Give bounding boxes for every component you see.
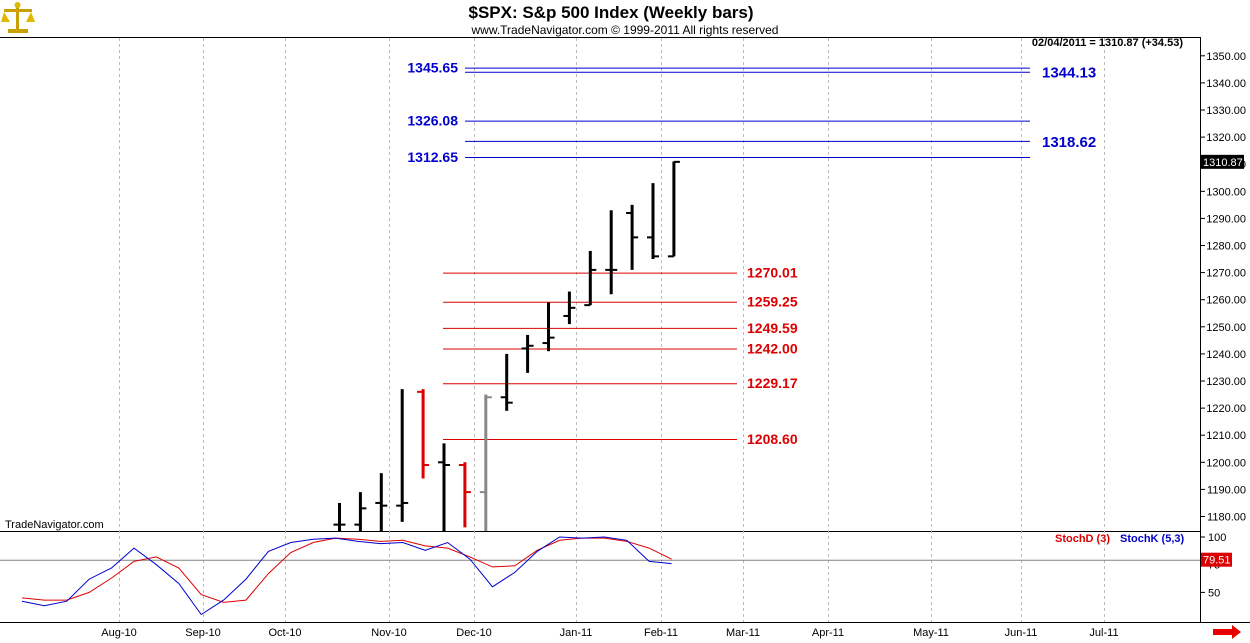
stoch-tick-label-0: 100 [1208, 532, 1226, 544]
price-tick-label-1: 1190.00 [1207, 484, 1246, 496]
page-title: $SPX: S&p 500 Index (Weekly bars) [468, 3, 753, 22]
price-tick-label-8: 1260.00 [1206, 295, 1246, 307]
blue-level-label-3: 1318.62 [1042, 134, 1096, 151]
x-tick-label-4: Dec-10 [456, 627, 491, 639]
red-level-label-2: 1249.59 [747, 320, 798, 336]
price-tick-label-2: 1200.00 [1206, 457, 1246, 469]
price-tick-label-7: 1250.00 [1206, 322, 1246, 334]
price-tick-label-3: 1210.00 [1206, 430, 1246, 442]
blue-level-label-4: 1312.65 [407, 149, 458, 165]
price-tick-label-16: 1340.00 [1206, 78, 1246, 90]
stoch-line-1 [21, 536, 672, 616]
stoch-line-0 [21, 537, 672, 603]
stoch-tick-label-2: 50 [1208, 587, 1220, 599]
x-tick-label-11: Jul-11 [1089, 627, 1118, 639]
price-tick-label-14: 1320.00 [1206, 132, 1246, 144]
x-tick-label-9: May-11 [913, 627, 949, 639]
x-tick-label-0: Aug-10 [101, 627, 136, 639]
blue-level-label-0: 1345.65 [407, 60, 458, 76]
scroll-right-arrow-icon[interactable] [1213, 625, 1241, 639]
last-price-badge-text: 1310.87 [1203, 157, 1243, 169]
price-tick-label-0: 1180.00 [1207, 512, 1246, 524]
stoch-d-legend: StochD (3) [1055, 533, 1110, 545]
watermark-text: TradeNavigator.com [5, 519, 104, 531]
x-tick-label-7: Mar-11 [726, 627, 760, 639]
last-quote-text: 02/04/2011 = 1310.87 (+34.53) [1032, 37, 1183, 49]
x-tick-label-10: Jun-11 [1005, 627, 1038, 639]
red-level-label-5: 1208.60 [747, 431, 798, 447]
scales-logo-icon [1, 2, 35, 33]
price-tick-label-15: 1330.00 [1206, 105, 1246, 117]
x-tick-label-2: Oct-10 [268, 627, 301, 639]
blue-level-label-1: 1344.13 [1042, 65, 1096, 82]
red-level-label-3: 1242.00 [747, 340, 798, 356]
red-level-label-0: 1270.01 [747, 265, 798, 281]
stoch-k-legend: StochK (5,3) [1120, 533, 1185, 545]
price-tick-label-4: 1220.00 [1206, 403, 1246, 415]
price-tick-label-10: 1280.00 [1206, 241, 1246, 253]
stoch-value-badge [1201, 552, 1232, 567]
x-tick-label-6: Feb-11 [644, 627, 678, 639]
price-tick-label-5: 1230.00 [1206, 376, 1246, 388]
price-tick-label-12: 1300.00 [1206, 186, 1246, 198]
red-level-label-1: 1259.25 [747, 294, 798, 310]
x-tick-label-3: Nov-10 [371, 627, 406, 639]
x-tick-label-1: Sep-10 [185, 627, 220, 639]
price-tick-label-11: 1290.00 [1206, 213, 1246, 225]
x-tick-label-8: Apr-11 [812, 627, 844, 639]
price-tick-label-17: 1350.00 [1206, 51, 1246, 63]
price-tick-label-6: 1240.00 [1206, 349, 1246, 361]
last-price-badge [1201, 154, 1244, 169]
copyright-subtitle: www.TradeNavigator.com © 1999-2011 All r… [471, 23, 779, 37]
red-level-label-4: 1229.17 [747, 375, 798, 391]
blue-level-label-2: 1326.08 [407, 113, 458, 129]
x-tick-label-5: Jan-11 [560, 627, 593, 639]
price-tick-label-9: 1270.00 [1206, 268, 1246, 280]
stoch-value-badge-text: 79.51 [1203, 555, 1231, 567]
